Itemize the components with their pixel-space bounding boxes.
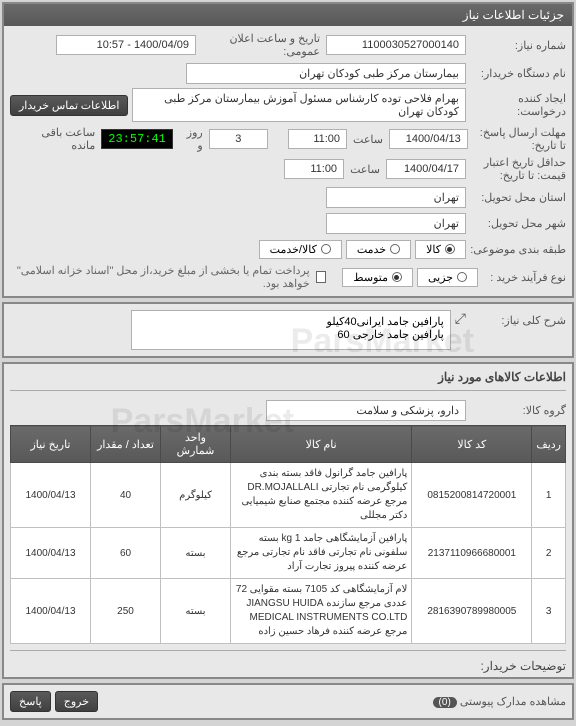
cell-name: پارافین آزمایشگاهی جامد 1 kg بسته سلفونی… xyxy=(231,528,412,579)
reply-button[interactable]: پاسخ xyxy=(10,691,51,712)
validity-date: 1400/04/17 xyxy=(386,159,466,179)
creator-label: ایجاد کننده درخواست: xyxy=(466,92,566,118)
treasury-note: پرداخت تمام یا بخشی از مبلغ خرید،از محل … xyxy=(10,264,316,290)
desc-field: پارافین جامد ایرانی40کیلو پارافین جامد خ… xyxy=(131,310,451,350)
radio-icon xyxy=(457,272,467,282)
deadline-time-label: ساعت xyxy=(347,133,389,146)
announce-field: 1400/04/09 - 10:57 xyxy=(56,35,196,55)
cell-date: 1400/04/13 xyxy=(11,463,91,528)
validity-time: 11:00 xyxy=(284,159,344,179)
radio-icon xyxy=(321,244,331,254)
exit-button[interactable]: خروج xyxy=(55,691,98,712)
table-row: 32816390789980005لام آزمایشگاهی کد 7105 … xyxy=(11,579,566,644)
expand-icon[interactable]: ⤢ xyxy=(451,310,466,327)
cell-date: 1400/04/13 xyxy=(11,528,91,579)
footer-panel: مشاهده مدارک پیوستی (0) خروج پاسخ xyxy=(2,683,574,720)
cell-date: 1400/04/13 xyxy=(11,579,91,644)
cell-idx: 3 xyxy=(532,579,566,644)
deliver-city-label: شهر محل تحویل: xyxy=(466,217,566,230)
divider xyxy=(10,650,566,651)
table-row: 22137110966680001پارافین آزمایشگاهی جامد… xyxy=(11,528,566,579)
process-opt-low[interactable]: جزیی xyxy=(417,268,478,287)
cell-name: لام آزمایشگاهی کد 7105 بسته مقوایی 72 عد… xyxy=(231,579,412,644)
group-label: گروه کالا: xyxy=(466,404,566,417)
main-panel: جزئیات اطلاعات نیاز شماره نیاز: 11000305… xyxy=(2,2,574,298)
creator-field: بهرام فلاحی توده کارشناس مسئول آموزش بیم… xyxy=(132,88,466,122)
budget-opt-goods[interactable]: کالا xyxy=(415,240,466,259)
announce-label: تاریخ و ساعت اعلان عمومی: xyxy=(196,32,326,58)
buyer-field: بیمارستان مرکز طبی کودکان تهران xyxy=(186,63,466,84)
process-label: نوع فرآیند خرید : xyxy=(478,271,566,284)
cell-qty: 250 xyxy=(91,579,161,644)
validity-time-label: ساعت xyxy=(344,163,386,176)
buyer-label: نام دستگاه خریدار: xyxy=(466,67,566,80)
col-idx: ردیف xyxy=(532,426,566,463)
deliver-state: تهران xyxy=(326,187,466,208)
col-code: کد کالا xyxy=(412,426,532,463)
cell-name: پارافین جامد گرانول فاقد بسته بندی کیلوگ… xyxy=(231,463,412,528)
radio-icon xyxy=(392,272,402,282)
remain-label: ساعت باقی مانده xyxy=(10,126,101,152)
col-unit: واحد شمارش xyxy=(161,426,231,463)
col-name: نام کالا xyxy=(231,426,412,463)
buyer-note-label: توضیحات خریدار: xyxy=(4,653,572,677)
process-opt-mid[interactable]: متوسط xyxy=(342,268,413,287)
countdown-timer: 23:57:41 xyxy=(101,129,173,149)
cell-idx: 1 xyxy=(532,463,566,528)
budget-opt-both[interactable]: کالا/خدمت xyxy=(259,240,342,259)
cell-unit: بسته xyxy=(161,528,231,579)
process-radio-group: جزیی متوسط xyxy=(342,268,478,287)
cell-qty: 40 xyxy=(91,463,161,528)
day-count: 3 xyxy=(209,129,268,149)
need-no-label: شماره نیاز: xyxy=(466,39,566,52)
radio-icon xyxy=(390,244,400,254)
validity-label: حداقل تاریخ اعتبار قیمت: تا تاریخ: xyxy=(466,156,566,182)
deadline-time: 11:00 xyxy=(288,129,347,149)
budget-label: طبقه بندی موضوعی: xyxy=(466,243,566,256)
table-row: 10815200814720001پارافین جامد گرانول فاق… xyxy=(11,463,566,528)
col-qty: تعداد / مقدار xyxy=(91,426,161,463)
budget-radio-group: کالا خدمت کالا/خدمت xyxy=(259,240,466,259)
items-section-title: اطلاعات کالاهای مورد نیاز xyxy=(4,364,572,388)
radio-icon xyxy=(445,244,455,254)
deadline-date: 1400/04/13 xyxy=(389,129,468,149)
cell-code: 2816390789980005 xyxy=(412,579,532,644)
deliver-state-label: استان محل تحویل: xyxy=(466,191,566,204)
budget-opt-service[interactable]: خدمت xyxy=(346,240,411,259)
deliver-city: تهران xyxy=(326,213,466,234)
desc-label: شرح کلی نیاز: xyxy=(466,310,566,327)
cell-qty: 60 xyxy=(91,528,161,579)
cell-unit: بسته xyxy=(161,579,231,644)
divider xyxy=(10,390,566,391)
day-label: روز و xyxy=(173,126,209,152)
cell-code: 0815200814720001 xyxy=(412,463,532,528)
items-panel: اطلاعات کالاهای مورد نیاز گروه کالا: دار… xyxy=(2,362,574,679)
need-no-field: 1100030527000140 xyxy=(326,35,466,55)
attach-label[interactable]: مشاهده مدارک پیوستی (0) xyxy=(433,695,566,708)
attach-count-badge: (0) xyxy=(433,697,457,708)
items-table: ردیف کد کالا نام کالا واحد شمارش تعداد /… xyxy=(10,425,566,644)
cell-idx: 2 xyxy=(532,528,566,579)
treasury-checkbox[interactable] xyxy=(316,271,327,283)
panel-title: جزئیات اطلاعات نیاز xyxy=(4,4,572,26)
group-field: دارو، پزشکی و سلامت xyxy=(266,400,466,421)
cell-code: 2137110966680001 xyxy=(412,528,532,579)
desc-panel: شرح کلی نیاز: ⤢ پارافین جامد ایرانی40کیل… xyxy=(2,302,574,358)
col-date: تاریخ نیاز xyxy=(11,426,91,463)
contact-button[interactable]: اطلاعات تماس خریدار xyxy=(10,95,128,116)
cell-unit: کیلوگرم xyxy=(161,463,231,528)
deadline-label: مهلت ارسال پاسخ: تا تاریخ: xyxy=(468,126,566,152)
